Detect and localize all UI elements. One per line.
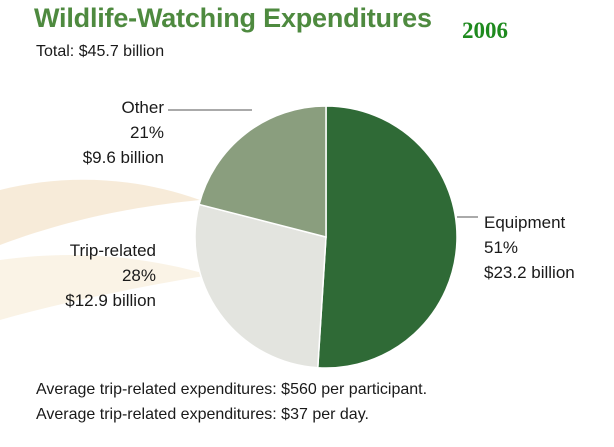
slice-percent-equipment: 51% [484,235,575,260]
slice-amount-other: $9.6 billion [24,145,164,170]
slice-name-equipment: Equipment [484,210,575,235]
slice-label-equipment: Equipment 51% $23.2 billion [484,210,575,285]
footnote-per-day: Average trip-related expenditures: $37 p… [36,406,369,424]
slice-amount-equipment: $23.2 billion [484,260,575,285]
slice-percent-trip-related: 28% [20,263,156,288]
pie-slice-equipment [318,106,457,368]
footnote-per-participant: Average trip-related expenditures: $560 … [36,381,427,399]
slice-percent-other: 21% [24,120,164,145]
slice-name-other: Other [24,95,164,120]
slice-name-trip-related: Trip-related [20,238,156,263]
slice-label-trip-related: Trip-related 28% $12.9 billion [20,238,156,313]
slice-amount-trip-related: $12.9 billion [20,288,156,313]
slice-label-other: Other 21% $9.6 billion [24,95,164,170]
